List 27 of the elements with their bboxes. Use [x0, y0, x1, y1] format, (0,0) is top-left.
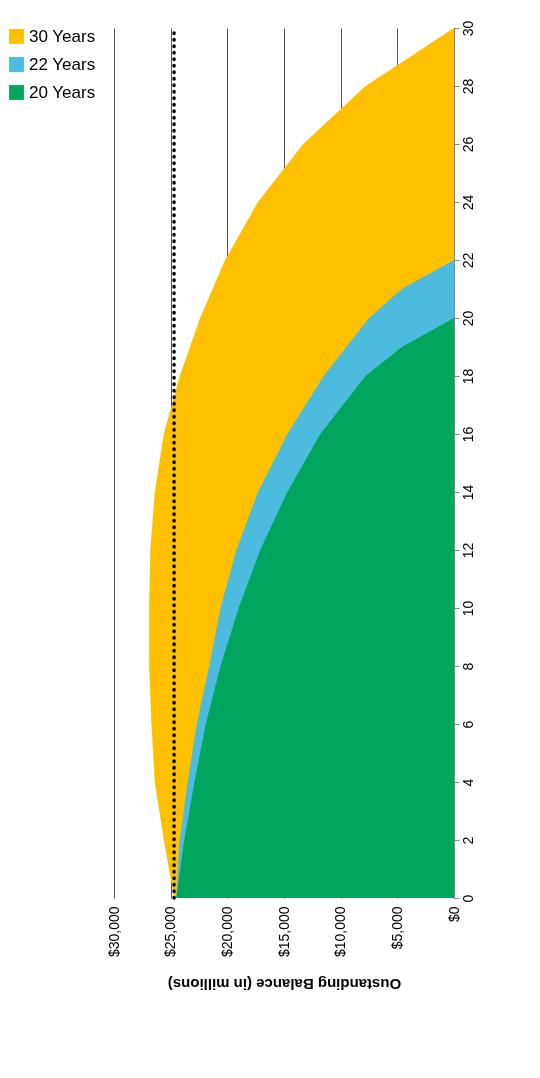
- y-tick-label: 20: [459, 310, 476, 327]
- y-tick-label: 10: [459, 600, 476, 617]
- y-tick-label: 12: [459, 542, 476, 559]
- y-tick-label: 28: [459, 78, 476, 95]
- y-tick-label: 2: [459, 836, 476, 845]
- x-tick-label: $0: [445, 906, 462, 923]
- legend-label: 20 Years: [29, 82, 96, 102]
- y-tick-label: 4: [459, 778, 476, 787]
- x-tick-label: $5,000: [388, 906, 405, 950]
- y-tick-label: 18: [459, 368, 476, 385]
- x-axis-title: Oustanding Balance (in millions): [167, 976, 402, 994]
- legend-label: 30 Years: [29, 26, 96, 46]
- y-tick-label: 0: [459, 894, 476, 903]
- x-tick-label: $30,000: [105, 906, 122, 958]
- x-tick-label: $20,000: [218, 906, 235, 958]
- x-tick-label: $15,000: [275, 906, 292, 958]
- x-tick-label: $10,000: [332, 906, 349, 958]
- y-tick-label: 8: [459, 662, 476, 671]
- y-tick-label: 22: [459, 252, 476, 269]
- y-tick-label: 26: [459, 136, 476, 153]
- x-tick-label: $25,000: [162, 906, 179, 958]
- y-tick-label: 6: [459, 720, 476, 729]
- y-tick-label: 16: [459, 426, 476, 443]
- y-tick-label: 30: [459, 20, 476, 37]
- y-tick-label: 14: [459, 484, 476, 501]
- y-tick-label: 24: [459, 194, 476, 211]
- legend-label: 22 Years: [29, 54, 96, 74]
